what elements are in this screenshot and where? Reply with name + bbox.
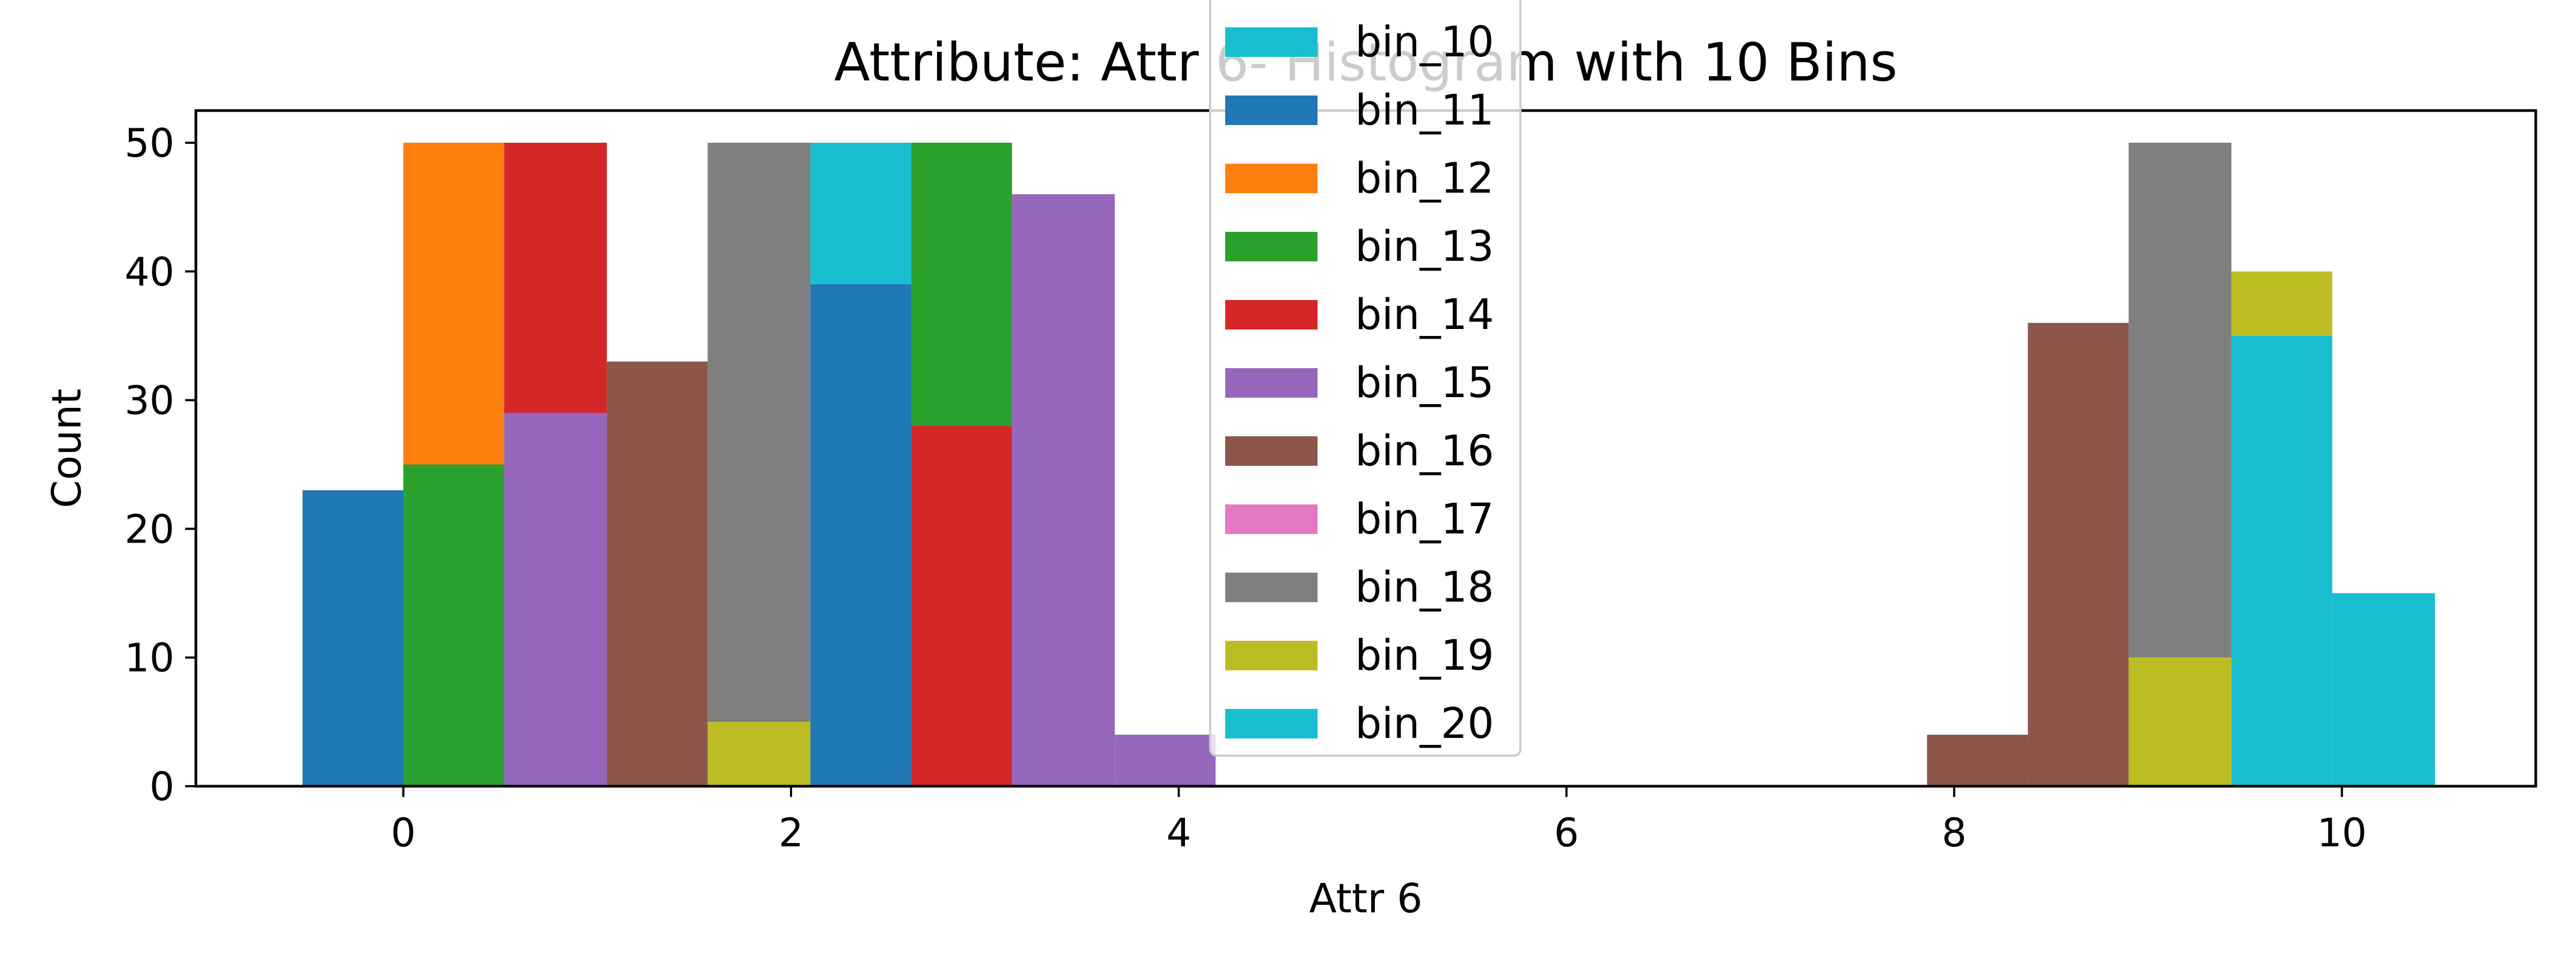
- bar-bin_13-0: [403, 464, 504, 786]
- legend-label-bin_18: bin_18: [1355, 564, 1494, 612]
- y-axis-label: Count: [43, 389, 90, 508]
- y-tick-label: 40: [125, 250, 174, 295]
- legend-label-bin_13: bin_13: [1355, 223, 1494, 271]
- legend-swatch-bin_19: [1225, 641, 1318, 670]
- legend-label-bin_20: bin_20: [1355, 700, 1494, 748]
- bar-bin_11-0: [302, 490, 404, 786]
- legend-swatch-bin_13: [1225, 232, 1318, 261]
- y-tick-label: 10: [125, 635, 174, 681]
- legend-label-bin_11: bin_11: [1355, 86, 1494, 135]
- bar-bin_19-0: [707, 722, 811, 786]
- bar-bin_16-1: [1927, 735, 2028, 786]
- legend-swatch-bin_17: [1225, 504, 1318, 534]
- x-tick-label: 10: [2317, 810, 2367, 856]
- legend-label-bin_15: bin_15: [1355, 359, 1494, 407]
- legend-label-bin_17: bin_17: [1355, 495, 1494, 544]
- legend-swatch-bin_20: [1225, 709, 1318, 738]
- y-tick-label: 20: [125, 507, 174, 552]
- legend-swatch-bin_11: [1225, 96, 1318, 125]
- bar-bin_12-0: [403, 142, 504, 465]
- legend-swatch-bin_14: [1225, 300, 1318, 330]
- bar-bin_20-0: [2231, 335, 2332, 786]
- bar-bin_16-0: [606, 361, 708, 786]
- bar-bin_10-0: [810, 142, 911, 284]
- x-axis-label: Attr 6: [1309, 875, 1422, 922]
- bar-bin_18-0: [707, 142, 811, 722]
- legend-label-bin_12: bin_12: [1355, 155, 1494, 203]
- y-tick-label: 50: [125, 121, 174, 166]
- x-axis-ticks: 0 2 4 6 8 10: [391, 786, 2367, 856]
- legend: bin_10 bin_11 bin_12 bin_13 bin_14 bin_15 bin_…: [1209, 0, 1521, 757]
- y-axis-ticks: 0 10 20 30 40 50: [125, 121, 196, 810]
- x-tick-label: 0: [391, 810, 415, 856]
- y-tick-label: 30: [125, 378, 174, 424]
- legend-swatch-bin_10: [1225, 27, 1318, 57]
- legend-swatch-bin_18: [1225, 573, 1318, 602]
- legend-label-bin_16: bin_16: [1355, 427, 1494, 475]
- bar-bin_19-1: [2128, 657, 2231, 786]
- x-tick-label: 2: [779, 810, 803, 856]
- bar-bin_15-2: [1115, 735, 1216, 786]
- legend-swatch-bin_15: [1225, 368, 1318, 398]
- x-tick-label: 8: [1942, 810, 1966, 856]
- bar-bin_14-1: [911, 426, 1012, 786]
- legend-label-bin_19: bin_19: [1355, 632, 1494, 680]
- bar-bin_20-1: [2332, 593, 2435, 786]
- bar-bin_19-2: [2231, 271, 2332, 336]
- legend-label-bin_10: bin_10: [1355, 18, 1494, 67]
- bar-bin_14-0: [504, 142, 607, 413]
- x-tick-label: 6: [1554, 810, 1579, 856]
- bar-bin_15-0: [504, 413, 607, 786]
- y-tick-label: 0: [150, 764, 174, 810]
- legend-swatch-bin_16: [1225, 436, 1318, 466]
- bars-layer: [302, 142, 2435, 786]
- bar-bin_16-2: [2028, 323, 2129, 786]
- legend-label-bin_14: bin_14: [1355, 291, 1494, 339]
- bar-bin_11-1: [810, 284, 911, 786]
- bar-bin_13-1: [911, 142, 1012, 426]
- legend-swatch-bin_12: [1225, 164, 1318, 193]
- x-tick-label: 4: [1166, 810, 1191, 856]
- bar-bin_15-1: [1012, 194, 1115, 786]
- bar-bin_18-1: [2128, 142, 2231, 658]
